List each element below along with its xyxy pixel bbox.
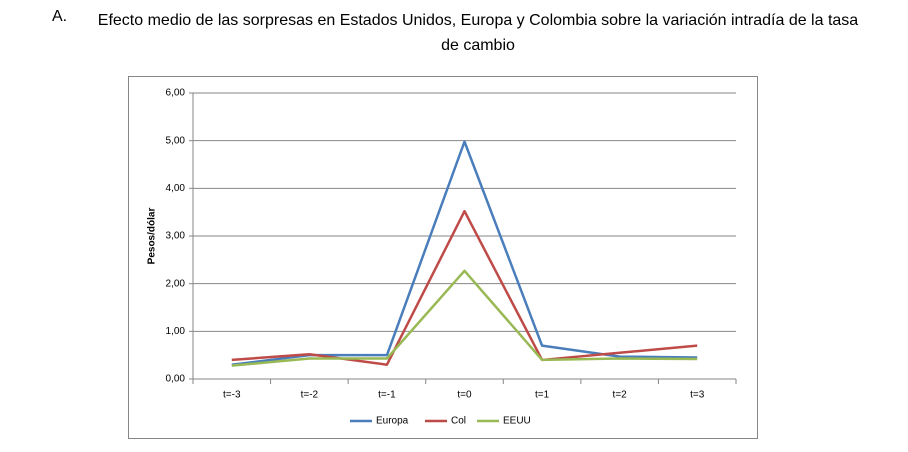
x-tick-label: t=-2 [301, 390, 319, 401]
y-axis-label: Pesos/dólar [147, 208, 158, 265]
legend-label: EEUU [503, 416, 531, 427]
x-tick-label: t=-1 [378, 390, 396, 401]
y-tick-label: 1,00 [166, 326, 186, 337]
chart-frame [128, 76, 758, 439]
x-tick-label: t=-3 [223, 390, 241, 401]
y-tick-label: 3,00 [166, 231, 186, 242]
data-line [231, 269, 698, 367]
y-tick-label: 6,00 [166, 88, 186, 99]
x-tick-label: t=1 [535, 390, 550, 401]
y-tick-label: 4,00 [166, 183, 186, 194]
x-tick-label: t=3 [690, 390, 705, 401]
panel-label: A. [52, 8, 68, 25]
data-line [231, 209, 698, 366]
legend-label: Col [451, 416, 466, 427]
x-tick-label: t=2 [613, 390, 628, 401]
y-tick-label: 5,00 [166, 135, 186, 146]
y-tick-label: 0,00 [166, 374, 186, 385]
x-tick-label: t=0 [457, 390, 472, 401]
legend-label: Europa [376, 416, 409, 427]
chart-title: Efecto medio de las sorpresas en Estados… [97, 12, 859, 54]
y-tick-label: 2,00 [166, 278, 186, 289]
